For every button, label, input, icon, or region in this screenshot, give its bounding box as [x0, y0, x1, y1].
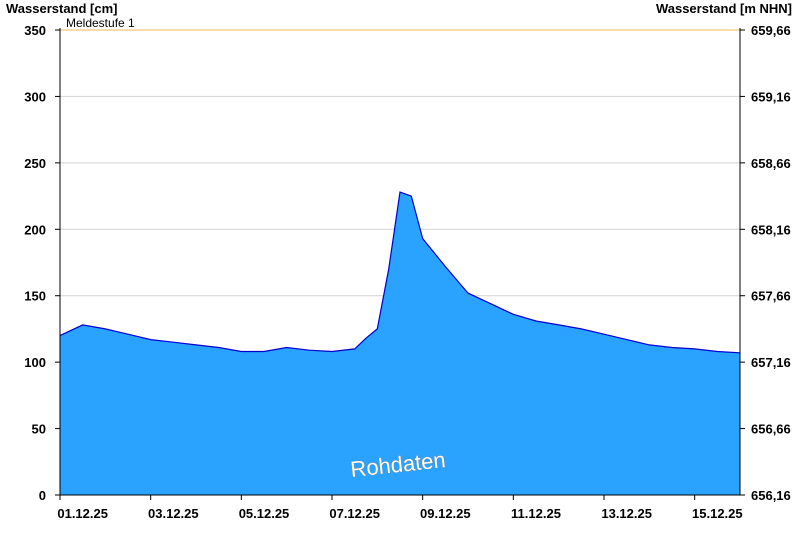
y-axis-right-ticks: 656,16 656,66 657,16 657,66 658,16 658,66 659,… — [740, 23, 791, 503]
x-tick-label-03.12.25: 03.12.25 — [148, 506, 199, 521]
threshold: Meldestufe 1 — [60, 16, 740, 31]
y-left-tick-label-300: 300 — [24, 89, 46, 104]
y-left-tick-label-50: 50 — [32, 422, 46, 437]
x-tick-label-01.12.25: 01.12.25 — [57, 506, 108, 521]
y-right-tick-label-4: 658,16 — [751, 222, 791, 237]
y-right-tick-label-7: 659,66 — [751, 23, 791, 38]
x-tick-label-11.12.25: 11.12.25 — [511, 506, 561, 521]
series-fill — [60, 192, 740, 495]
x-axis-ticks: 01.12.25 03.12.25 05.12.25 07.12.25 09.12.25… — [57, 495, 743, 521]
y-axis-left-ticks: 0 50 100 150 200 250 300 350 — [24, 23, 60, 503]
y-left-tick-label-350: 350 — [24, 23, 46, 38]
y-right-tick-label-2: 657,16 — [751, 355, 791, 370]
y-left-tick-label-200: 200 — [24, 222, 46, 237]
x-tick-label-13.12.25: 13.12.25 — [601, 506, 652, 521]
y-right-tick-label-0: 656,16 — [751, 488, 791, 503]
y-axis-left-title: Wasserstand [cm] — [6, 1, 118, 16]
axes — [59, 28, 741, 496]
y-left-tick-label-0: 0 — [39, 488, 46, 503]
y-left-tick-label-100: 100 — [24, 355, 46, 370]
series-line — [59, 191, 741, 354]
y-right-tick-label-5: 658,66 — [751, 156, 791, 171]
y-right-tick-label-3: 657,66 — [751, 289, 791, 304]
x-tick-label-09.12.25: 09.12.25 — [420, 506, 471, 521]
x-tick-label-05.12.25: 05.12.25 — [239, 506, 290, 521]
series-area — [59, 191, 741, 495]
x-tick-label-15.12.25: 15.12.25 — [692, 506, 743, 521]
y-right-tick-label-1: 656,66 — [751, 422, 791, 437]
x-tick-label-07.12.25: 07.12.25 — [329, 506, 380, 521]
y-axis-right-title: Wasserstand [m NHN] — [656, 1, 792, 16]
y-left-tick-label-250: 250 — [24, 156, 46, 171]
threshold-label: Meldestufe 1 — [66, 16, 135, 30]
y-left-tick-label-150: 150 — [24, 289, 46, 304]
y-right-tick-label-6: 659,16 — [751, 89, 791, 104]
